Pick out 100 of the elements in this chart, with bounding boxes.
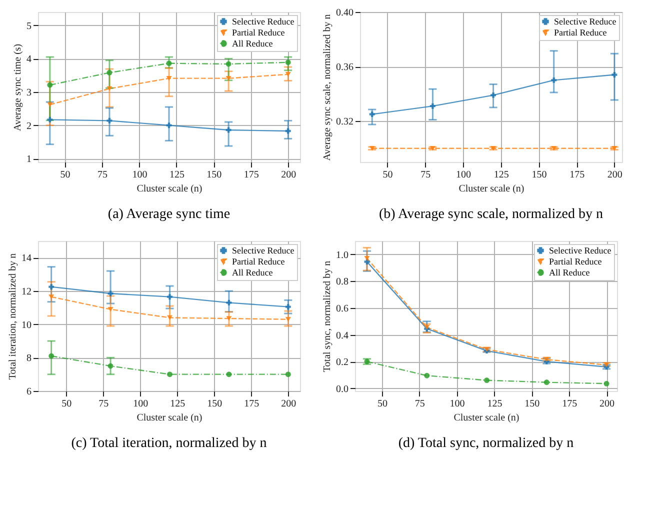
legend-label: Partial Reduce <box>554 28 607 38</box>
x-tick-label: 100 <box>450 398 465 410</box>
text: (c) Total iteration, normalized by n <box>71 436 267 451</box>
legend-label: All Reduce <box>232 38 273 48</box>
point <box>48 294 54 300</box>
y-axis-title: Total sync, normalized by n <box>322 260 333 372</box>
text: (b) Average sync scale, normalized by n <box>378 207 604 222</box>
y-tick-label: 0.32 <box>336 116 354 128</box>
point <box>226 316 232 321</box>
point <box>424 372 430 378</box>
y-tick-label: 0.2 <box>336 357 348 368</box>
point <box>167 372 172 378</box>
point <box>106 86 112 92</box>
x-tick-label: 150 <box>532 170 547 180</box>
point <box>48 353 54 359</box>
x-tick-label: 175 <box>562 398 578 410</box>
y-tick-label: 14 <box>22 253 32 264</box>
point <box>47 116 53 122</box>
x-tick-label: 175 <box>570 170 585 180</box>
point <box>47 82 53 88</box>
y-tick-label: 1.0 <box>336 250 348 261</box>
point <box>285 316 291 322</box>
x-tick-label: 125 <box>494 170 509 180</box>
x-tick-label: 150 <box>524 398 540 410</box>
y-tick-label: 10 <box>22 320 32 331</box>
y-tick-label: 0.4 <box>336 330 348 342</box>
y-tick-label: 4 <box>26 54 32 66</box>
y-tick-label: 2 <box>26 120 32 132</box>
x-tick-label: 75 <box>420 170 431 180</box>
x-tick-label: 100 <box>132 170 148 180</box>
legend-label: All Reduce <box>232 268 273 278</box>
text: (a) Average sync time <box>108 207 230 222</box>
y-tick-label: 0.36 <box>336 62 354 74</box>
x-tick-label: 50 <box>382 170 393 180</box>
x-tick-label: 125 <box>169 170 184 180</box>
point <box>544 380 550 386</box>
point <box>364 256 370 261</box>
x-tick-label: 150 <box>207 398 222 410</box>
x-tick-label: 175 <box>244 398 260 410</box>
legend-label: Selective Reduce <box>549 246 612 256</box>
x-tick-label: 200 <box>607 170 622 180</box>
x-tick-label: 50 <box>60 170 70 180</box>
x-tick-label: 100 <box>456 170 471 180</box>
point <box>484 378 490 384</box>
point <box>226 61 232 67</box>
y-tick-label: 12 <box>22 286 32 298</box>
y-tick-label: 0.8 <box>336 276 348 288</box>
point <box>369 112 375 118</box>
x-tick-label: 50 <box>377 398 388 410</box>
point <box>108 306 114 312</box>
x-axis-title: Cluster scale (n) <box>458 184 524 194</box>
y-tick-label: 6 <box>26 386 32 398</box>
y-axis-title: Total iteration, normalized by n <box>8 253 18 380</box>
point <box>364 259 370 264</box>
x-axis-title: Cluster scale (n) <box>454 412 520 424</box>
point <box>167 294 172 300</box>
x-tick-label: 75 <box>414 398 425 410</box>
y-tick-label: 0.40 <box>336 8 354 18</box>
x-tick-label: 150 <box>206 170 222 180</box>
y-tick-label: 0.0 <box>336 384 348 395</box>
x-tick-label: 200 <box>600 398 615 410</box>
point <box>106 118 112 124</box>
point <box>167 315 172 320</box>
x-tick-label: 75 <box>98 170 108 180</box>
y-tick-label: 3 <box>26 88 32 98</box>
y-tick-label: 8 <box>26 353 32 364</box>
x-tick-label: 200 <box>281 398 296 410</box>
point <box>285 72 291 77</box>
point <box>551 77 557 83</box>
point <box>108 363 114 369</box>
legend-label: Partial Reduce <box>232 256 285 266</box>
point <box>285 304 291 310</box>
point <box>612 72 618 78</box>
x-tick-label: 125 <box>170 398 186 410</box>
legend-label: Selective Reduce <box>554 16 616 26</box>
point <box>285 60 291 66</box>
y-axis-title: Average sync scale, normalized by n <box>322 14 333 161</box>
point <box>604 380 610 386</box>
point <box>106 70 112 76</box>
y-tick-label: 1 <box>26 154 32 166</box>
point <box>166 60 172 66</box>
point <box>490 92 496 98</box>
x-tick-label: 100 <box>133 398 148 410</box>
point <box>166 122 172 128</box>
point <box>226 372 232 378</box>
text: (d) Total sync, normalized by n <box>398 436 574 451</box>
x-tick-label: 125 <box>487 398 502 410</box>
y-tick-label: 0.6 <box>336 303 348 314</box>
legend-label: Selective Reduce <box>232 16 294 26</box>
point <box>226 76 232 81</box>
point <box>430 103 436 109</box>
x-tick-label: 50 <box>62 398 72 410</box>
legend-label: Partial Reduce <box>549 256 602 266</box>
legend-label: All Reduce <box>549 268 590 278</box>
x-axis-title: Cluster scale (n) <box>136 184 202 194</box>
point <box>48 284 54 290</box>
y-axis-title: Average sync time (s) <box>12 44 24 132</box>
point <box>166 76 172 81</box>
point <box>226 300 232 306</box>
point <box>47 102 53 108</box>
